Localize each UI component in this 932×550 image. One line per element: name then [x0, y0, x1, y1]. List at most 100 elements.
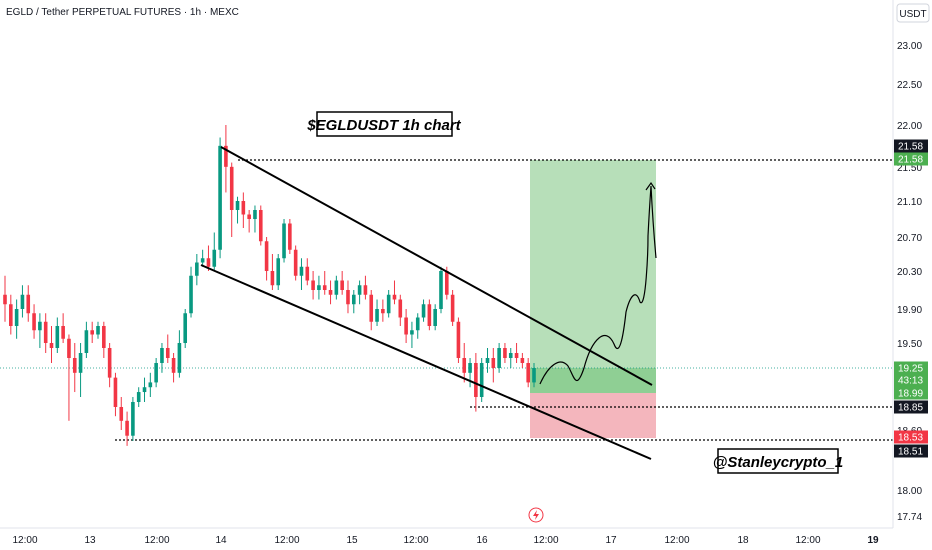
projection-arrowhead: [645, 181, 656, 191]
candle: [520, 353, 525, 368]
candle: [328, 280, 333, 305]
candle: [386, 290, 391, 318]
candle: [125, 411, 129, 446]
svg-text:21.58: 21.58: [898, 142, 923, 153]
candles: [3, 125, 536, 446]
stop-tag: 18.53: [894, 430, 928, 444]
horizontal-levels: [0, 159, 893, 441]
time-tick-label: 16: [476, 535, 488, 546]
candle: [235, 196, 240, 224]
candle: [247, 210, 251, 233]
time-tick-label: 12:00: [403, 535, 428, 546]
candle: [26, 285, 31, 322]
symbol-header: EGLD / Tether PERPETUAL FUTURES · 1h · M…: [6, 7, 239, 18]
time-tick-label: 12:00: [795, 535, 820, 546]
candle: [195, 254, 199, 286]
time-tick-label: 17: [605, 535, 617, 546]
candle: [119, 397, 124, 430]
candle: [224, 125, 228, 193]
time-tick-label: 12:00: [274, 535, 299, 546]
candle: [276, 254, 281, 290]
candle: [270, 254, 275, 290]
price-axis[interactable]: USDT 23.00 22.50 22.00 21.50 21.10 20.70 20.30…: [892, 0, 930, 528]
candle: [410, 321, 414, 348]
title-box-frame: [316, 111, 453, 137]
candle: [427, 299, 432, 331]
author-box-frame: [717, 448, 839, 474]
price-tick-label: 23.00: [897, 41, 922, 52]
time-tick-label: 12:00: [12, 535, 37, 546]
candle: [351, 290, 356, 314]
candle: [67, 334, 71, 421]
candle: [142, 377, 147, 402]
candle: [154, 358, 158, 388]
candle: [264, 237, 269, 281]
candle: [206, 245, 211, 271]
price-tick-label: 22.00: [897, 121, 922, 132]
price-tick-label: 19.50: [897, 339, 922, 350]
entry-highlight-zone: [530, 368, 656, 393]
lightning-icon[interactable]: [528, 507, 544, 523]
candle: [32, 304, 36, 339]
svg-text:18.51: 18.51: [898, 447, 923, 458]
candle: [160, 343, 164, 373]
candle: [72, 343, 77, 393]
candle: [131, 397, 135, 441]
candle: [474, 353, 478, 412]
candle: [90, 321, 94, 343]
projection-path: [539, 185, 657, 385]
price-tick-label: 21.10: [897, 197, 922, 208]
candle: [3, 275, 7, 322]
candle: [200, 249, 205, 267]
candle: [49, 326, 54, 363]
candle: [311, 271, 315, 300]
countdown-tag: 43:13: [894, 373, 928, 387]
time-axis[interactable]: 12:00 13 12:00 14 12:00 15 12:00 16 12:00 17 12:00…: [0, 527, 893, 546]
candle: [177, 330, 182, 378]
price-tick-label: 19.90: [897, 305, 922, 316]
candle: [183, 309, 188, 348]
channel-upper-line: [220, 146, 653, 386]
price-tick-label: 18.00: [897, 486, 922, 497]
candle: [433, 304, 437, 331]
candle: [43, 313, 48, 353]
time-tick-label: 18: [737, 535, 749, 546]
svg-text:18.99: 18.99: [898, 389, 923, 400]
candle: [508, 348, 513, 368]
text-boxes: $EGLDUSDT 1h chart @Stanleycrypto_1: [306, 111, 844, 474]
candle: [241, 192, 246, 228]
candle: [526, 358, 530, 388]
title-box-text: $EGLDUSDT 1h chart: [306, 117, 461, 134]
candle: [171, 353, 176, 383]
candle: [340, 271, 344, 295]
candle: [293, 245, 298, 281]
candle: [218, 137, 222, 259]
unit-label: USDT: [899, 9, 926, 20]
position-zones: [530, 160, 656, 438]
candle: [55, 317, 60, 353]
candle: [497, 343, 501, 373]
svg-text:21.58: 21.58: [898, 155, 923, 166]
price-tick-label: 20.70: [897, 233, 922, 244]
candle: [468, 358, 472, 388]
candle: [96, 321, 100, 339]
target-zone: [530, 160, 656, 393]
candle: [38, 313, 42, 348]
candle: [404, 309, 408, 343]
time-tick-label: 12:00: [144, 535, 169, 546]
entry-tag: 18.99: [894, 386, 928, 400]
candle: [9, 294, 13, 335]
candle: [14, 299, 19, 339]
candle: [398, 294, 403, 326]
candle: [165, 334, 170, 363]
drawings: [200, 146, 657, 460]
candle: [84, 321, 89, 358]
candle: [462, 343, 467, 383]
candle: [102, 321, 106, 358]
candle: [253, 205, 257, 233]
svg-text:18.85: 18.85: [898, 403, 923, 414]
author-box-text: @Stanleycrypto_1: [713, 454, 844, 471]
target-green-tag: 21.58: [894, 152, 928, 166]
